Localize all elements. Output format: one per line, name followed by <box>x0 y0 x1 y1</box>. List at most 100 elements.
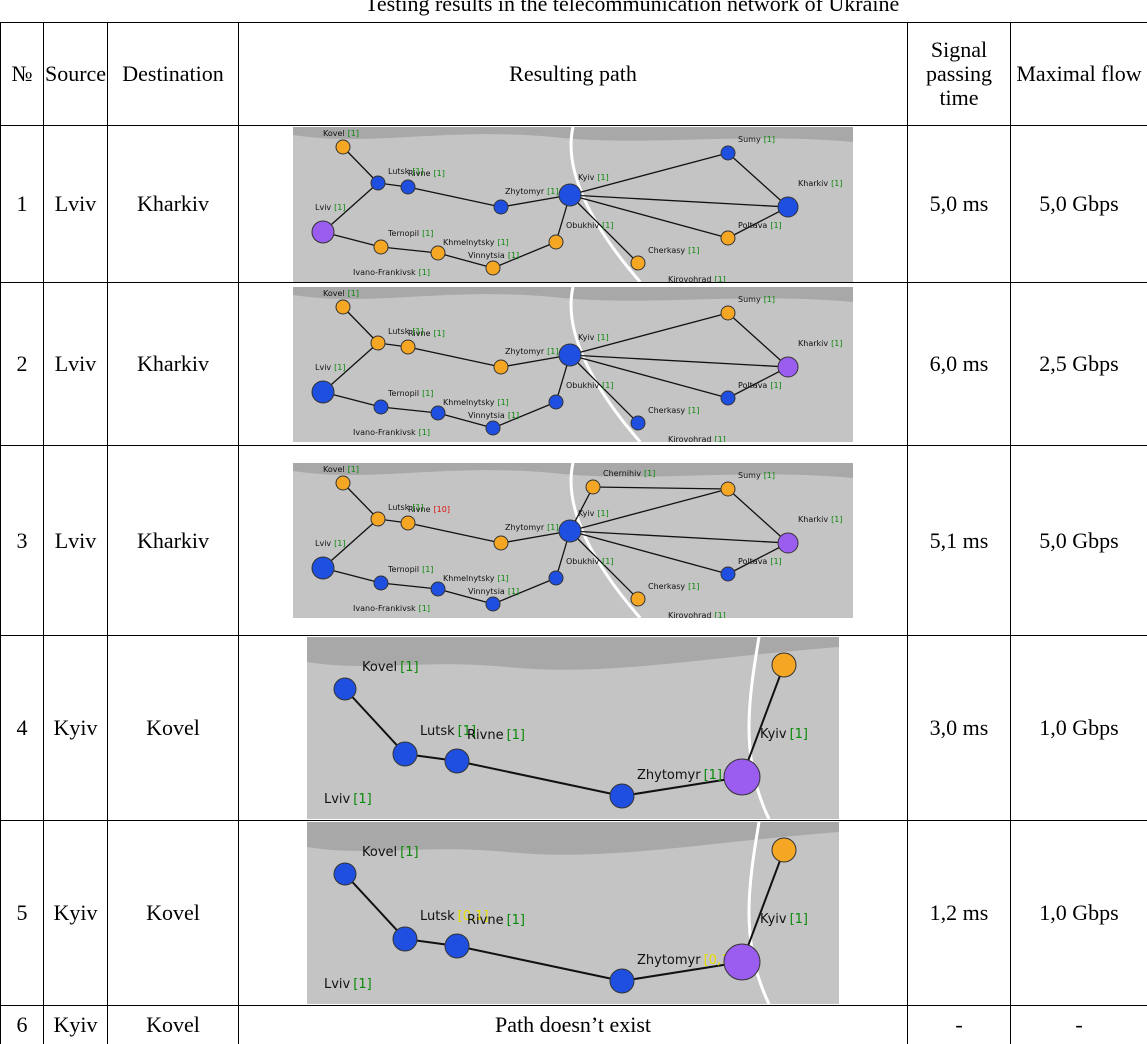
node <box>720 230 736 245</box>
path-map: Kovel [1]Lutsk [1]Rivne [1]Zhytomyr [1]Kyiv[… <box>293 126 853 282</box>
edge <box>322 342 379 392</box>
node <box>400 179 416 194</box>
node <box>558 343 582 366</box>
node <box>485 260 501 275</box>
table-cell: 6 <box>0 1005 44 1044</box>
path-map: Kovel [1]Lutsk [1]Rivne [1]Zhytomyr [1]Kyiv[… <box>307 637 839 819</box>
edge <box>456 760 623 797</box>
node-weight: [1] <box>714 611 725 619</box>
node-name: Kyiv <box>760 727 787 742</box>
edge <box>407 185 502 208</box>
node-label: Kovel [1] <box>362 845 419 860</box>
river <box>747 637 771 819</box>
node-label: Ternopil [1] <box>387 565 433 574</box>
node-name: Sumy <box>738 471 761 480</box>
path-cell: Chernihiv [1] Kovel [1] Lutsk [1] Rivne [10] Zhy… <box>238 445 908 636</box>
node <box>311 220 335 243</box>
node-label: Lviv [1] <box>315 539 346 548</box>
node-label: Kyiv [1] <box>760 912 808 927</box>
table-row: 5 Kyiv Kovel Kovel [1] Lutsk [0,1] Rivne [1] Zhyt… <box>0 820 1147 1006</box>
table-row: 4 Kyiv Kovel Kovel [1] Lutsk [1] Rivne [1] Zhytom… <box>0 635 1147 821</box>
node-name: Kovel <box>323 465 345 474</box>
node-label: Kyiv [1] <box>760 727 808 742</box>
table-cell: 3 <box>0 445 44 636</box>
node-label: Kirovohrad [1] <box>668 611 726 619</box>
node-weight: [1] <box>831 338 842 347</box>
node <box>392 741 418 767</box>
node-label: Zhytomyr [1] <box>637 768 722 783</box>
node-label: Poltava [1] <box>738 220 782 229</box>
edge <box>569 193 789 208</box>
node <box>333 677 357 701</box>
edge <box>569 151 729 196</box>
node-weight: [1] <box>412 503 423 512</box>
node-label: Kyiv [1] <box>578 172 609 181</box>
node-name: Kirovohrad <box>668 611 711 619</box>
table-cell: Kyiv <box>43 820 108 1006</box>
river <box>569 286 642 442</box>
node-name: Kovel <box>362 660 397 675</box>
node-name: Kovel <box>362 845 397 860</box>
node-weight: [1] <box>422 228 433 237</box>
node-weight: [1] <box>334 202 345 211</box>
node <box>333 862 357 886</box>
node <box>771 837 797 863</box>
node <box>777 532 799 554</box>
header-cell: Destination <box>107 22 239 126</box>
node-name: Kharkiv <box>798 515 828 524</box>
node-weight: [1] <box>688 405 699 414</box>
node-label: Cherkasy [1] <box>648 405 700 414</box>
edge <box>437 411 494 429</box>
node-weight: [1] <box>831 515 842 524</box>
table-cell: Kharkiv <box>107 125 239 283</box>
edge <box>741 664 785 778</box>
edge <box>569 530 789 544</box>
node-weight: [1] <box>688 245 699 254</box>
edge <box>322 518 379 569</box>
node-name: Ternopil <box>387 565 419 574</box>
node-weight: [1] <box>508 250 519 259</box>
map-region <box>307 637 839 670</box>
path-cell: Kovel [1] Lutsk [1] Rivne [1] Zhytomyr [1] Kyiv[… <box>238 635 908 821</box>
node <box>548 234 564 249</box>
node-name: Zhytomyr <box>637 953 701 968</box>
node-label: Zhytomyr [1] <box>505 186 558 195</box>
node-weight: [1] <box>597 332 608 341</box>
node-name: Ivano-Frankivsk <box>353 267 416 276</box>
node-name: Cherkasy <box>648 405 685 414</box>
table-row: 2 Lviv Kharkiv Kovel [1] Lutsk [1] Rivne [1] Zhyt… <box>0 282 1147 446</box>
edge <box>727 365 789 399</box>
node <box>548 394 564 409</box>
node-name: Khmelnytsky <box>443 397 495 406</box>
edge <box>569 193 729 239</box>
node-label: Chernihiv [1] <box>603 469 655 478</box>
node-name: Poltava <box>738 380 767 389</box>
node <box>311 556 335 580</box>
node-name: Poltava <box>738 557 767 566</box>
edge <box>437 588 494 605</box>
node <box>373 575 389 591</box>
node <box>720 390 736 405</box>
node <box>373 399 389 414</box>
node <box>771 652 797 678</box>
node <box>630 591 646 607</box>
node-name: Lviv <box>324 792 351 807</box>
header-cell: Source <box>43 22 108 126</box>
results-table: № Source Destination Resulting path Signal p… <box>0 22 1147 1044</box>
table-cell: Kovel <box>107 1005 239 1044</box>
node-weight: [1] <box>547 186 558 195</box>
node-label: Zhytomyr [1] <box>505 523 558 532</box>
header-row: № Source Destination Resulting path Signal p… <box>0 22 1147 126</box>
edge <box>437 251 494 269</box>
node-label: Zhytomyr [1] <box>505 346 558 355</box>
edge <box>380 245 439 254</box>
node <box>430 405 446 420</box>
edge <box>727 205 789 239</box>
edge <box>569 530 639 600</box>
node-name: Zhytomyr <box>505 346 545 355</box>
node-name: Kyiv <box>578 332 595 341</box>
node-weight: [1] <box>334 362 345 371</box>
node-name: Ternopil <box>387 388 419 397</box>
node-label: Lutsk [0,1] <box>420 909 488 924</box>
